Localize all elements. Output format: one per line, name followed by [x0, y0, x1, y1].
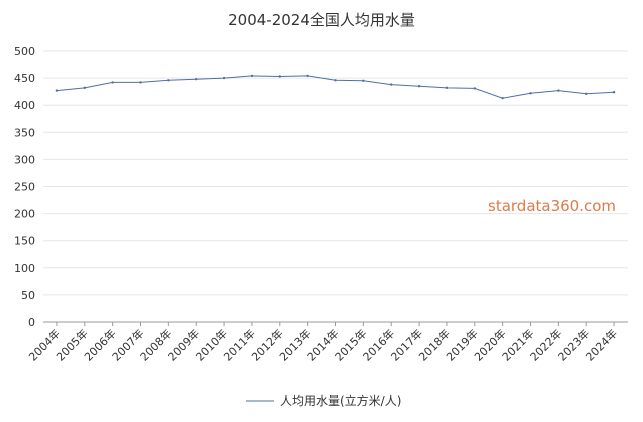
data-point — [585, 92, 588, 96]
x-tick-label: 2024年 — [583, 326, 620, 363]
data-point — [334, 79, 337, 82]
data-point — [139, 81, 142, 84]
data-point — [167, 79, 170, 82]
data-point — [557, 89, 560, 92]
data-point — [195, 77, 198, 81]
y-tick-label: 200 — [14, 208, 35, 221]
legend-label: 人均用水量(立方米/人) — [280, 393, 401, 408]
data-point — [362, 79, 365, 83]
y-tick-label: 150 — [14, 235, 35, 248]
y-tick-label: 500 — [14, 45, 35, 58]
data-point — [529, 92, 532, 95]
data-point — [278, 75, 281, 78]
y-tick-label: 450 — [14, 72, 35, 85]
y-tick-label: 100 — [14, 262, 35, 275]
data-point — [111, 81, 114, 84]
data-point — [83, 86, 86, 90]
y-tick-label: 50 — [21, 289, 35, 302]
data-point — [612, 90, 616, 94]
watermark-text: stardata360.com — [488, 197, 616, 215]
y-tick-label: 350 — [14, 126, 35, 139]
y-tick-label: 400 — [14, 99, 35, 112]
data-point — [445, 86, 449, 90]
y-tick-label: 300 — [14, 153, 35, 166]
data-point — [222, 76, 226, 80]
chart-title: 2004-2024全国人均用水量 — [228, 11, 415, 29]
data-point — [501, 96, 504, 100]
y-tick-label: 250 — [14, 181, 35, 194]
data-point — [306, 74, 309, 78]
data-point — [250, 74, 254, 78]
data-point — [390, 83, 393, 86]
data-point — [473, 87, 476, 90]
data-point — [417, 85, 421, 88]
y-tick-label: 0 — [28, 316, 35, 329]
data-point — [55, 89, 59, 92]
